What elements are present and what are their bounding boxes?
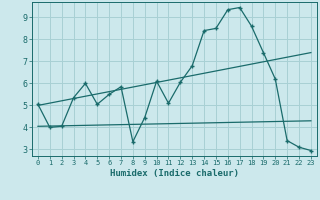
- X-axis label: Humidex (Indice chaleur): Humidex (Indice chaleur): [110, 169, 239, 178]
